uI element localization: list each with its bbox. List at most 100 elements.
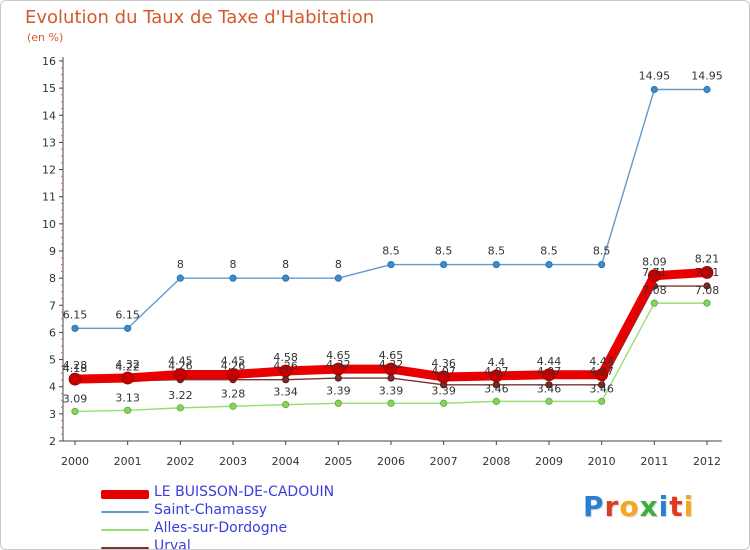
- x-tick-label: 2002: [166, 455, 194, 468]
- data-point: [650, 85, 658, 94]
- logo-letter: t: [669, 490, 684, 523]
- y-tick-label: 2: [49, 435, 56, 448]
- legend-label: Saint-Chamassy: [154, 502, 268, 518]
- x-tick-label: 2000: [61, 455, 89, 468]
- y-tick-label: 16: [42, 55, 56, 68]
- data-label: 4.26: [168, 360, 193, 373]
- data-point: [387, 260, 395, 269]
- data-point: [598, 397, 606, 405]
- logo-letter: x: [639, 490, 659, 523]
- y-tick-label: 14: [42, 109, 56, 122]
- data-point: [384, 362, 398, 376]
- legend-swatch: [101, 547, 149, 549]
- data-point: [545, 397, 553, 405]
- logo-letter: o: [619, 490, 640, 523]
- data-point: [598, 260, 606, 269]
- data-point: [176, 404, 184, 412]
- data-label: 3.39: [379, 384, 404, 397]
- series-line-1: [74, 88, 708, 330]
- legend-item: Alles-sur-Dordogne: [101, 520, 521, 539]
- data-label: 7.71: [642, 266, 667, 279]
- data-label: 4.07: [484, 365, 509, 378]
- data-label: 4.32: [326, 358, 351, 371]
- x-tick-label: 2003: [219, 455, 247, 468]
- x-tick-label: 2011: [640, 455, 668, 468]
- data-label: 3.39: [431, 384, 456, 397]
- data-label: 8: [177, 258, 184, 271]
- data-label: 4.28: [63, 359, 88, 372]
- data-label: 4.26: [273, 360, 298, 373]
- data-label: 4.18: [63, 362, 88, 375]
- logo-letter: i: [683, 490, 695, 523]
- data-label: 3.34: [273, 386, 298, 399]
- x-tick-label: 2006: [377, 455, 405, 468]
- data-point: [492, 397, 500, 405]
- data-label: 4.26: [221, 360, 246, 373]
- legend-label: LE BUISSON-DE-CADOUIN: [154, 484, 335, 500]
- data-point: [598, 381, 606, 389]
- data-point: [121, 371, 135, 385]
- data-label: 8: [282, 258, 289, 271]
- y-tick-label: 15: [42, 82, 56, 95]
- data-point: [124, 324, 132, 332]
- logo-letter: P: [583, 490, 605, 523]
- y-tick-label: 4: [49, 381, 56, 394]
- data-point: [440, 260, 448, 269]
- data-point: [700, 266, 714, 279]
- data-label: 8: [230, 258, 237, 271]
- data-label: 3.22: [168, 389, 193, 402]
- data-point: [282, 274, 290, 282]
- legend-swatch: [101, 529, 149, 531]
- x-tick-label: 2008: [482, 455, 510, 468]
- data-point: [437, 370, 451, 384]
- y-tick-label: 3: [49, 408, 56, 421]
- data-label: 6.15: [115, 308, 140, 321]
- data-point: [71, 407, 79, 416]
- data-point: [229, 402, 237, 410]
- data-label: 3.13: [115, 391, 140, 404]
- data-point: [68, 372, 82, 386]
- legend-label: Alles-sur-Dordogne: [154, 520, 288, 536]
- data-point: [226, 368, 240, 381]
- data-label: 8.5: [382, 245, 400, 258]
- data-label: 4.45: [168, 355, 193, 368]
- proxiti-logo: Proxiti: [583, 490, 694, 523]
- y-tick-label: 12: [42, 164, 56, 177]
- data-point: [282, 401, 290, 409]
- data-point: [387, 399, 395, 407]
- data-point: [331, 362, 345, 376]
- y-tick-label: 8: [49, 272, 56, 285]
- x-tick-label: 2009: [535, 455, 563, 468]
- data-label: 6.15: [63, 308, 88, 321]
- data-label: 4.32: [379, 358, 404, 371]
- data-label: 3.09: [63, 392, 88, 405]
- x-tick-label: 2007: [430, 455, 458, 468]
- data-label: 4.65: [326, 349, 351, 362]
- data-point: [387, 374, 395, 382]
- data-label: 7.08: [642, 284, 667, 297]
- legend-item: LE BUISSON-DE-CADOUIN: [101, 484, 521, 503]
- data-point: [545, 381, 553, 389]
- legend-item: Urval: [101, 538, 521, 549]
- y-tick-label: 13: [42, 136, 56, 149]
- data-label: 3.46: [537, 382, 562, 395]
- data-point: [334, 274, 342, 282]
- data-point: [440, 399, 448, 407]
- data-label: 8.5: [540, 245, 558, 258]
- data-label: 14.95: [639, 70, 671, 83]
- legend: LE BUISSON-DE-CADOUIN Saint-Chamassy Alles…: [101, 484, 521, 549]
- y-tick-label: 5: [49, 354, 56, 367]
- data-point: [492, 260, 500, 269]
- x-tick-label: 2010: [588, 455, 616, 468]
- chart-title: Evolution du Taux de Taxe d'Habitation: [25, 7, 375, 28]
- data-point: [334, 399, 342, 407]
- data-point: [542, 368, 556, 382]
- data-label: 3.39: [326, 384, 351, 397]
- data-point: [124, 406, 132, 414]
- chart-subtitle: (en %): [27, 31, 64, 44]
- data-point: [71, 324, 79, 332]
- data-label: 8.09: [642, 256, 667, 269]
- data-label: 8.5: [593, 245, 611, 258]
- data-point: [647, 269, 661, 283]
- data-label: 4.22: [115, 361, 140, 374]
